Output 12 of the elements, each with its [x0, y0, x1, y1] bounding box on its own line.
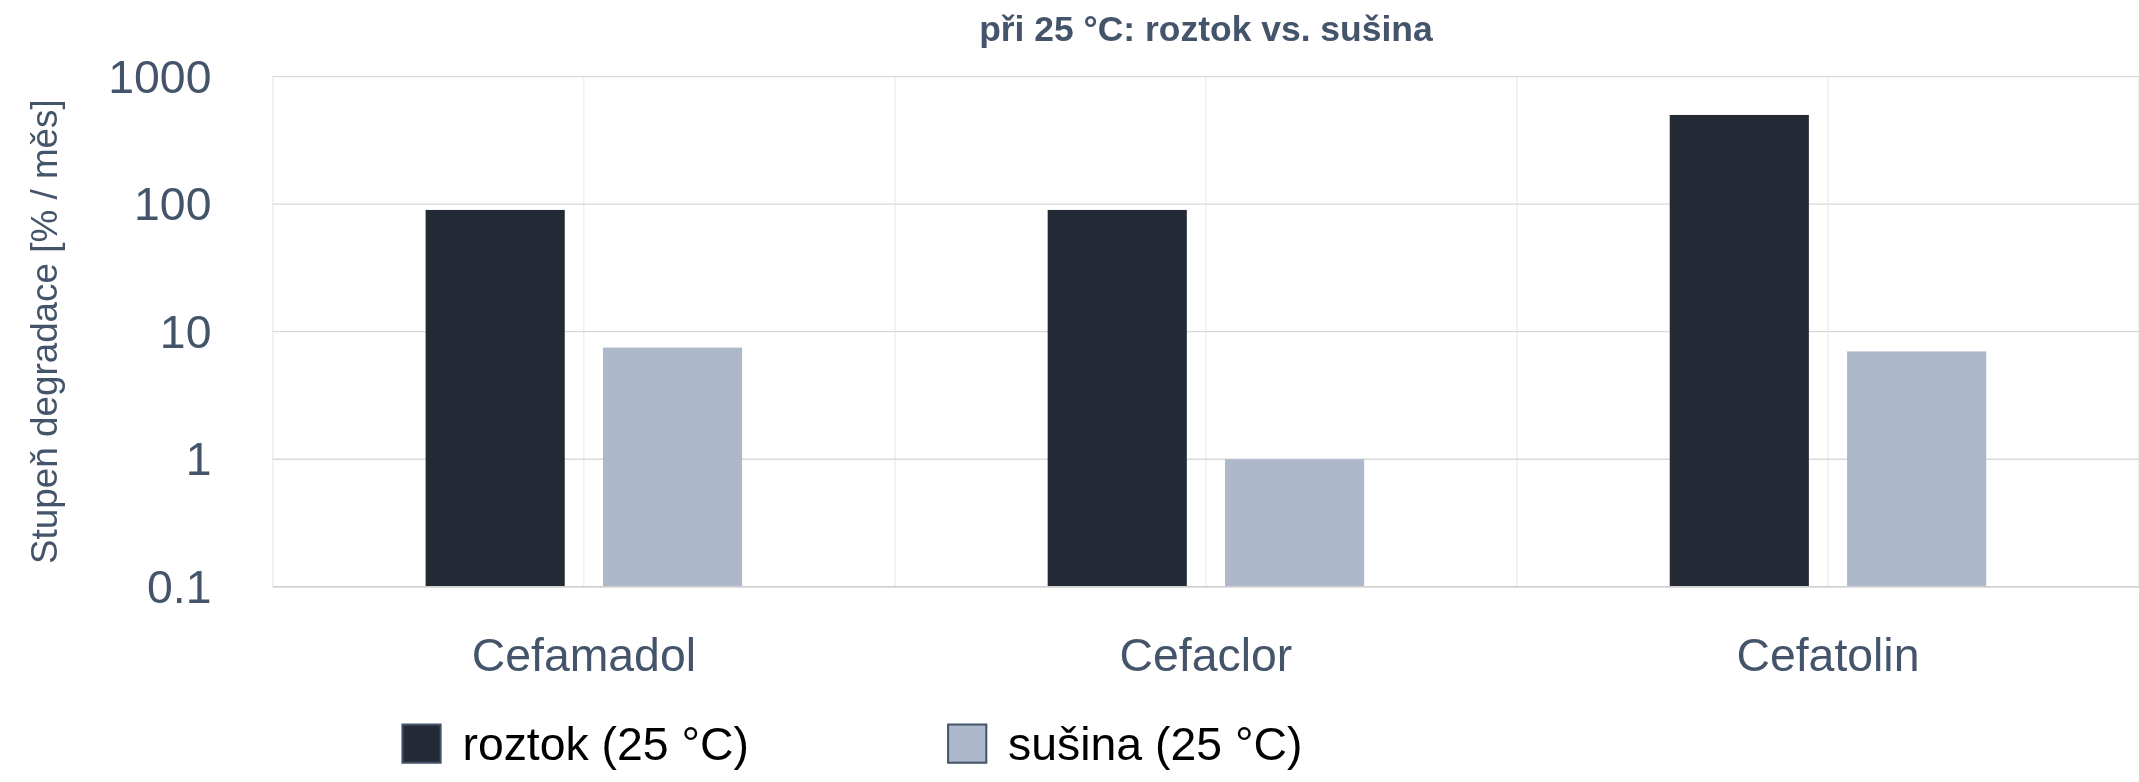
legend-label: sušina (25 °C) [1008, 717, 1303, 770]
x-tick-label: Cefamadol [471, 629, 696, 682]
legend-label: roztok (25 °C) [462, 717, 750, 770]
y-tick-label: 0.1 [146, 560, 212, 613]
y-tick-label: 1 [185, 433, 212, 486]
y-axis-title: Stupeň degradace [% / měs] [24, 99, 66, 565]
y-tick-label: 10 [159, 305, 212, 358]
y-tick-label: 100 [134, 178, 212, 231]
x-tick-label: Cefaclor [1119, 629, 1293, 682]
x-tick-label: Cefatolin [1736, 629, 1920, 682]
chart-title: při 25 °C: roztok vs. sušina [979, 9, 1433, 50]
y-tick-label: 1000 [108, 50, 212, 103]
